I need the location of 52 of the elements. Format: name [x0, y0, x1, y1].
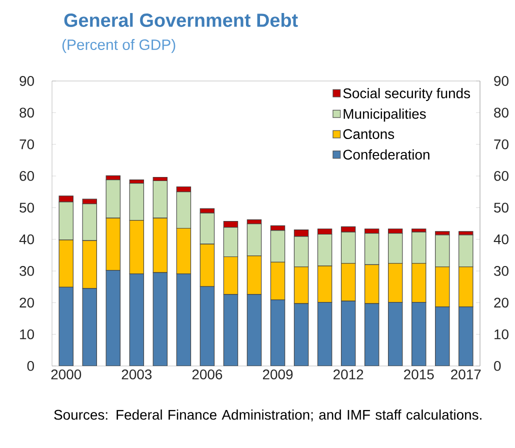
y-tick-label: 90 — [20, 76, 34, 86]
bar — [317, 302, 332, 366]
x-tick-label: 2006 — [192, 369, 222, 380]
y2-tick-label: 40 — [494, 234, 508, 244]
y2-tick-label: 30 — [494, 266, 508, 276]
y-tick-label: 50 — [20, 202, 34, 213]
bar — [364, 303, 380, 366]
y2-tick-label: 60 — [494, 171, 508, 181]
bar — [200, 286, 215, 366]
legend-label: Cantons — [343, 129, 394, 140]
x-tick-label: 2000 — [51, 369, 82, 380]
legend-label: Municipalities — [344, 108, 426, 122]
x-tick-label: 2003 — [122, 369, 152, 380]
x-tick-label: 2012 — [334, 369, 364, 380]
x-tick-label: 2017 — [451, 369, 481, 380]
y2-tick-label: 50 — [494, 202, 508, 213]
chart-subtitle: (Percent of GDP) — [62, 39, 176, 53]
y2-tick-label: 80 — [494, 108, 508, 118]
y2-tick-label: 10 — [494, 329, 508, 340]
y-tick-label: 20 — [20, 298, 34, 308]
bar — [458, 306, 474, 366]
source-note: Sources: Federal Finance Administration; and IMF staff calculations. — [54, 410, 482, 422]
bar — [58, 286, 74, 366]
bar — [176, 274, 192, 366]
y2-tick-label: 90 — [494, 76, 508, 86]
y-tick-label: 40 — [19, 234, 34, 244]
legend-label: Social security funds — [343, 88, 470, 102]
x-tick-label: 2009 — [262, 369, 293, 380]
bar — [82, 288, 97, 366]
y2-tick-label: 0 — [494, 361, 501, 371]
chart-title: General Government Debt — [64, 13, 298, 27]
y-tick-label: 60 — [20, 171, 34, 181]
y2-tick-label: 70 — [494, 139, 508, 150]
bar — [412, 302, 426, 366]
bar — [153, 272, 168, 366]
y-tick-label: 80 — [20, 108, 34, 118]
bar — [294, 303, 309, 366]
bar — [223, 294, 238, 366]
legend-label: Confederation — [343, 149, 430, 160]
bar — [435, 306, 450, 366]
y-tick-label: 0 — [27, 361, 34, 371]
y-tick-label: 30 — [20, 266, 34, 276]
y2-tick-label: 20 — [494, 298, 508, 308]
bar — [106, 270, 121, 366]
y-tick-label: 70 — [20, 139, 34, 150]
bar — [270, 300, 286, 366]
y-tick-label: 10 — [20, 329, 34, 340]
bar — [388, 302, 403, 366]
bar — [340, 300, 356, 366]
bar — [129, 274, 144, 366]
x-tick-label: 2015 — [404, 369, 434, 380]
bar — [246, 294, 262, 366]
